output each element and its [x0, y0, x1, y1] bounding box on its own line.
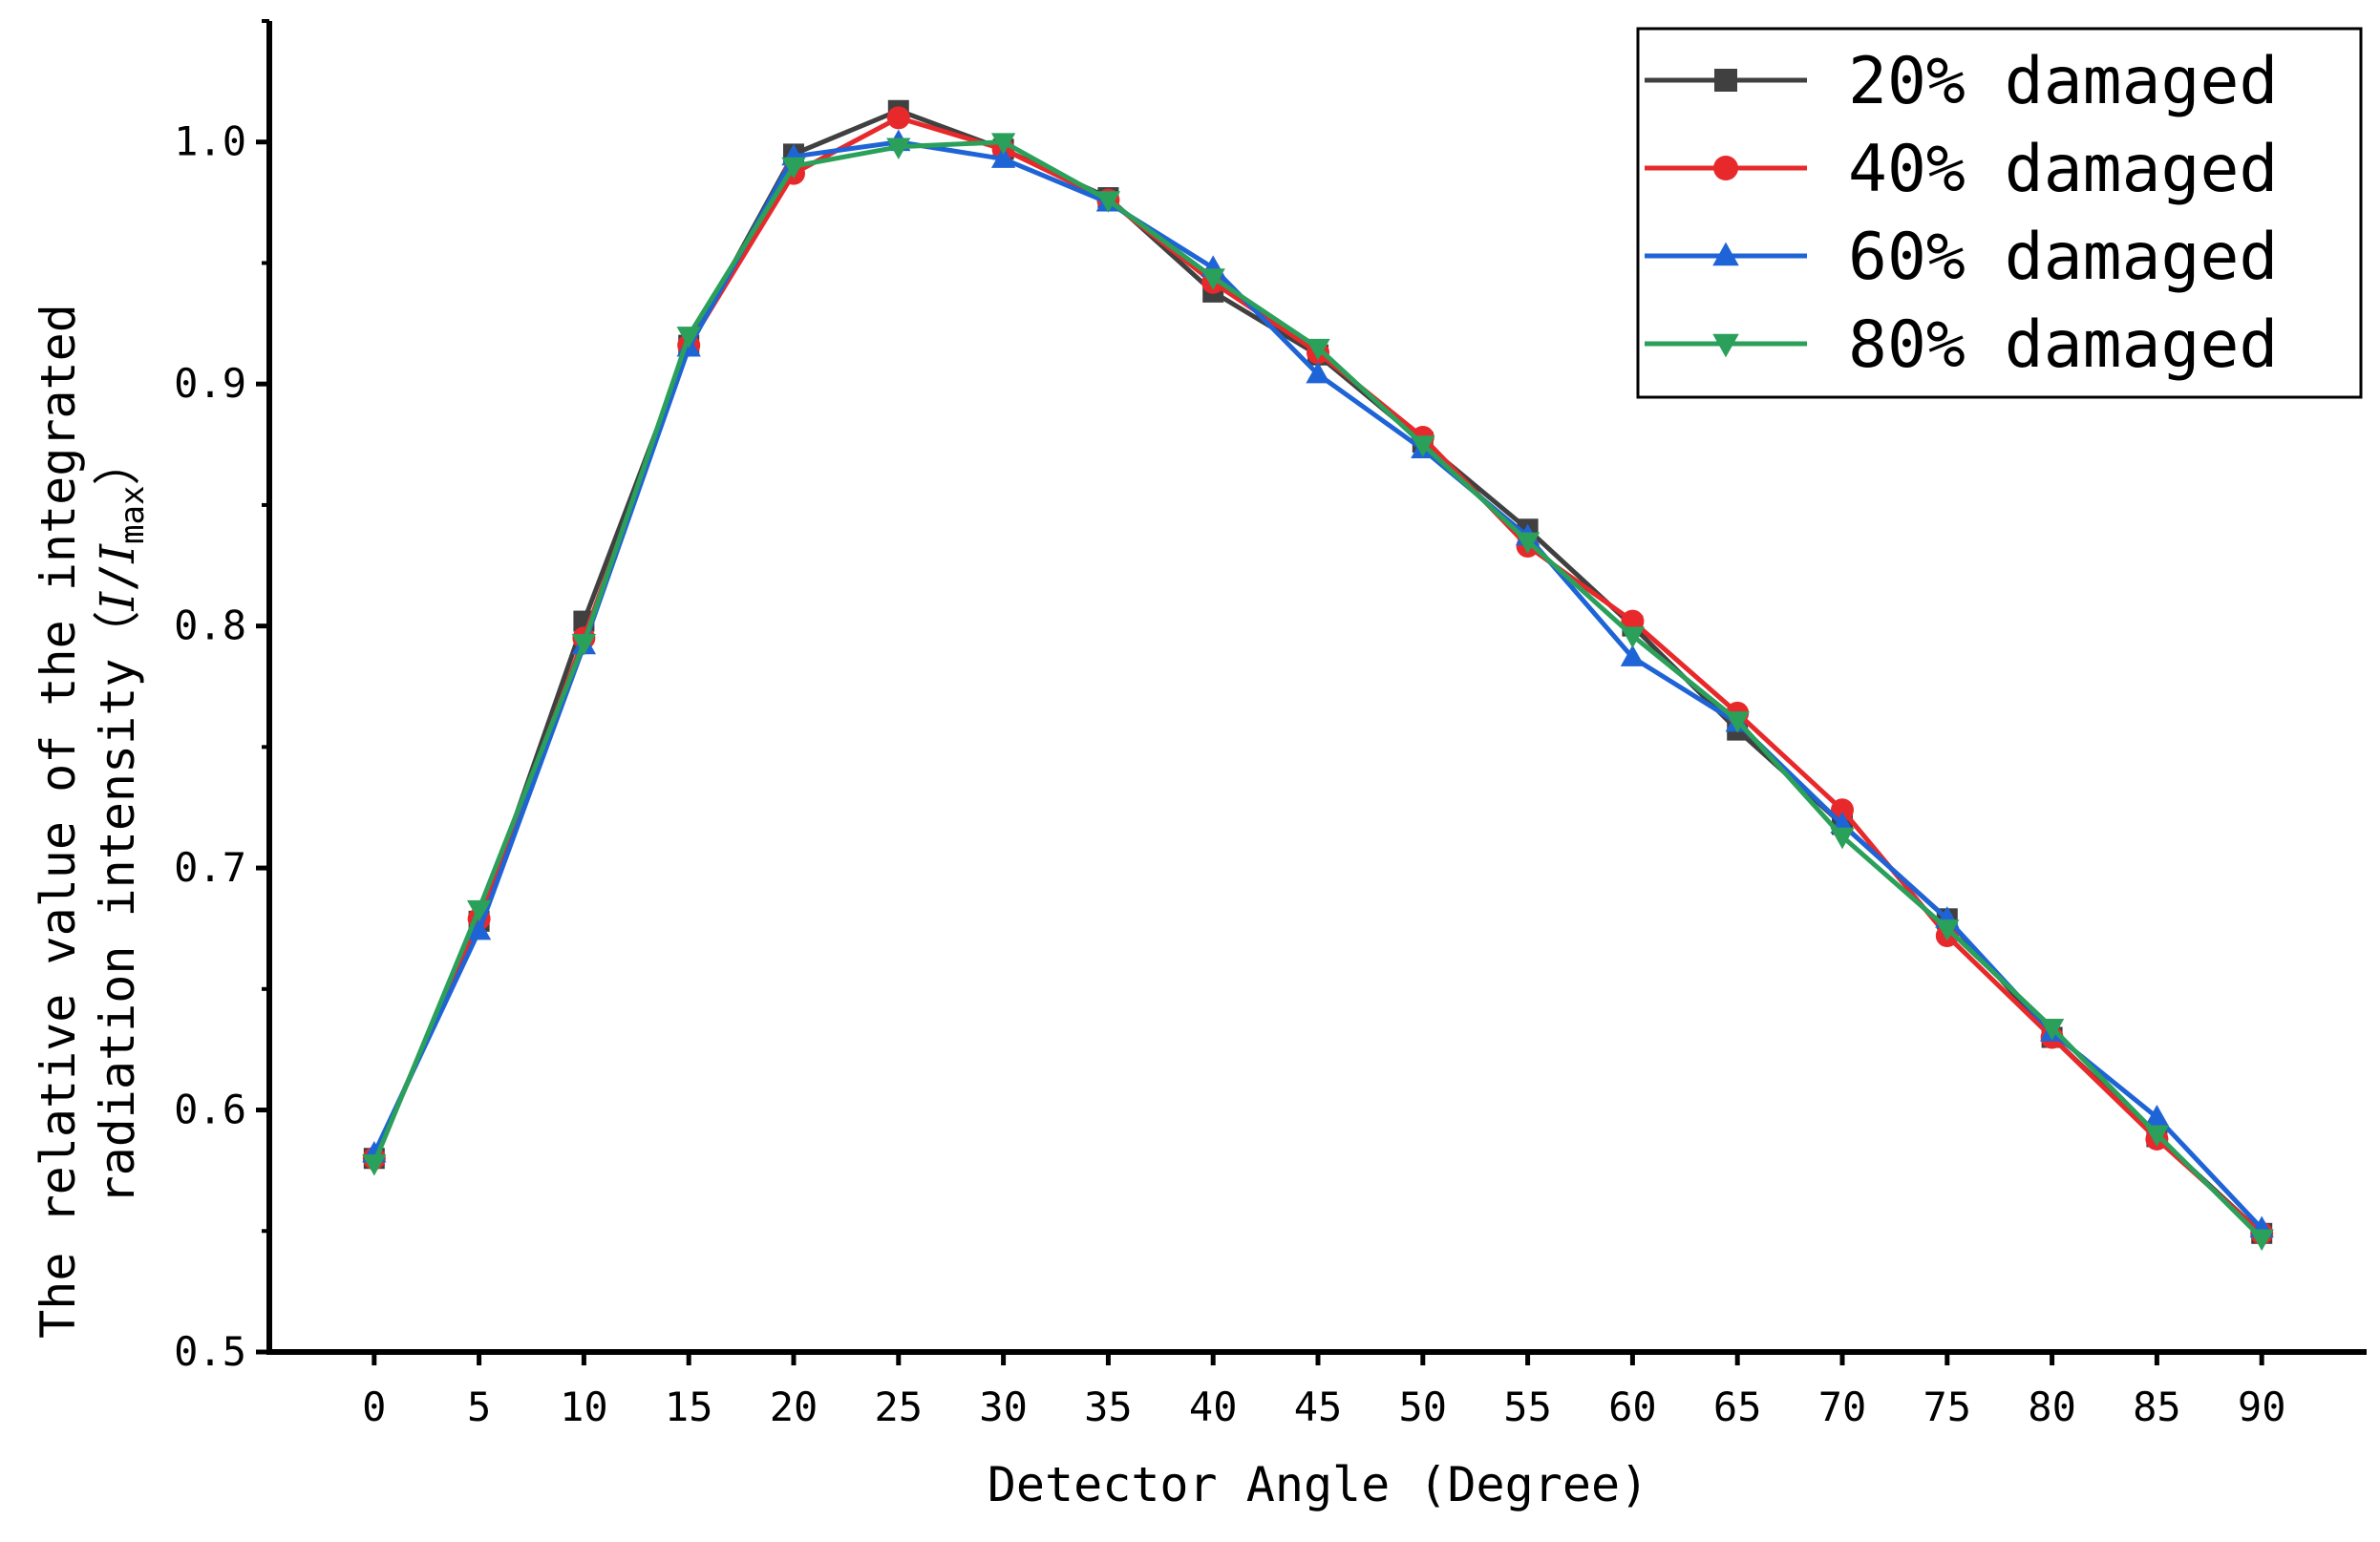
y-axis-title: The relative value of the integrated rad… [31, 304, 152, 1339]
y-ticks: 0.5 0.6 0.7 0.8 0.9 1.0 [174, 19, 269, 1375]
data-point-80-damaged-x70 [1830, 827, 1855, 850]
data-point-60-damaged-x5 [466, 918, 492, 940]
data-point-80-damaged-x5 [466, 899, 492, 922]
x-tick-label: 40 [1189, 1384, 1238, 1430]
y-axis-title-line2: radiation intensity（I/Imax） [90, 437, 152, 1204]
x-ticks: 0 5 10 15 20 25 30 35 40 45 50 55 60 65 70 75 80 85 90 [362, 1352, 2285, 1430]
legend-item-20-damaged: 20% damaged [1645, 44, 2278, 119]
legend-marker-60-damaged [1712, 242, 1739, 266]
x-tick-label: 80 [2028, 1384, 2076, 1430]
y-tick-label: 0.9 [174, 360, 246, 407]
data-point-60-damaged-x45 [1306, 361, 1330, 384]
legend-label: 60% damaged [1848, 220, 2278, 295]
legend-marker-40-damaged [1713, 156, 1738, 180]
y-tick-label: 0.5 [174, 1328, 246, 1375]
legend-label: 80% damaged [1848, 307, 2278, 383]
x-tick-label: 35 [1084, 1384, 1133, 1430]
legend-marker-20-damaged [1714, 69, 1737, 92]
x-tick-label: 55 [1503, 1384, 1552, 1430]
series-80-damaged [362, 133, 2274, 1252]
legend-label: 20% damaged [1848, 44, 2278, 119]
data-point-80-damaged-x25 [886, 137, 911, 159]
data-point-80-damaged-x75 [1935, 919, 1960, 941]
y-tick-label: 0.6 [174, 1087, 246, 1133]
x-tick-label: 15 [665, 1384, 713, 1430]
data-point-60-damaged-x60 [1620, 644, 1646, 666]
legend-box [1636, 27, 2363, 399]
data-point-80-damaged-x45 [1306, 338, 1330, 361]
data-point-80-damaged-x90 [2249, 1229, 2274, 1252]
legend-marker-80-damaged [1712, 333, 1739, 358]
x-tick-label: 90 [2238, 1384, 2286, 1430]
legend-item-80-damaged: 80% damaged [1645, 307, 2278, 383]
data-point-80-damaged-x65 [1725, 711, 1750, 733]
data-point-80-damaged-x55 [1515, 532, 1541, 555]
data-point-80-damaged-x20 [781, 157, 806, 180]
legend-label: 40% damaged [1848, 132, 2278, 207]
x-tick-label: 25 [875, 1384, 924, 1430]
y-tick-label: 1.0 [174, 118, 246, 165]
y-tick-label: 0.7 [174, 844, 246, 891]
data-point-80-damaged-x80 [2039, 1019, 2065, 1041]
data-point-80-damaged-x35 [1095, 191, 1121, 213]
data-point-80-damaged-x50 [1411, 435, 1435, 457]
x-tick-label: 70 [1818, 1384, 1867, 1430]
data-point-80-damaged-x40 [1201, 268, 1225, 290]
data-point-80-damaged-x60 [1620, 626, 1646, 648]
x-axis-title: Detector Angle (Degree) [988, 1457, 1648, 1512]
x-tick-label: 20 [770, 1384, 818, 1430]
data-point-80-damaged-x10 [571, 634, 597, 656]
x-tick-label: 75 [1923, 1384, 1972, 1430]
data-point-80-damaged-x85 [2144, 1125, 2170, 1148]
x-tick-label: 50 [1399, 1384, 1448, 1430]
data-point-80-damaged-x15 [676, 327, 701, 349]
y-axis-title-line1: The relative value of the integrated [31, 304, 86, 1339]
x-tick-label: 0 [362, 1384, 386, 1430]
data-point-80-damaged-x0 [362, 1153, 387, 1176]
data-point-60-damaged-x85 [2144, 1104, 2170, 1127]
data-point-60-damaged-x30 [990, 146, 1016, 168]
legend-item-40-damaged: 40% damaged [1645, 132, 2278, 207]
x-tick-label: 60 [1608, 1384, 1657, 1430]
x-tick-label: 5 [467, 1384, 491, 1430]
data-point-40-damaged-x25 [886, 106, 910, 130]
x-tick-label: 30 [979, 1384, 1028, 1430]
data-point-80-damaged-x30 [990, 133, 1016, 155]
x-tick-label: 65 [1713, 1384, 1762, 1430]
series-layer [362, 99, 2274, 1252]
x-tick-label: 45 [1294, 1384, 1343, 1430]
legend: 20% damaged 40% damaged 60% damaged 80% dam… [1636, 27, 2363, 399]
x-tick-label: 85 [2133, 1384, 2181, 1430]
x-tick-label: 10 [560, 1384, 608, 1430]
legend-item-60-damaged: 60% damaged [1645, 220, 2278, 295]
y-tick-label: 0.8 [174, 602, 246, 649]
